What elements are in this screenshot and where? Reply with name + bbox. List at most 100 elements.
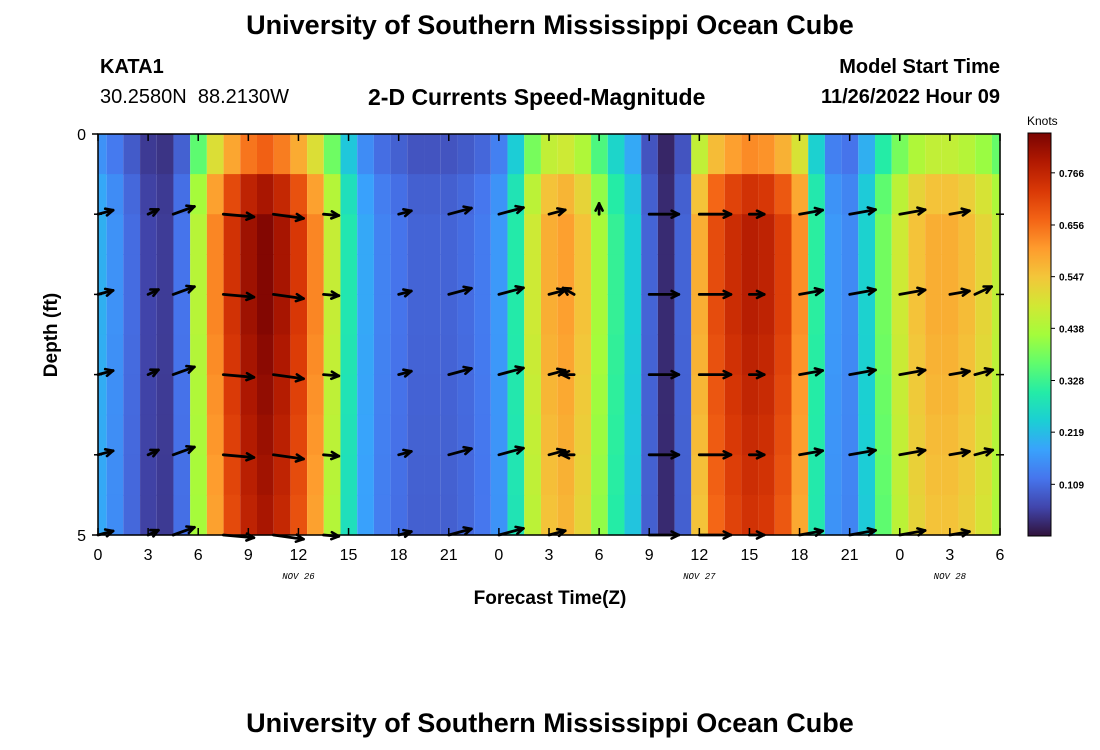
heatmap-cell xyxy=(290,494,308,536)
heatmap-cell xyxy=(457,374,475,416)
heatmap-cell xyxy=(941,294,959,336)
current-vector xyxy=(848,366,877,377)
heatmap-cell xyxy=(474,414,491,456)
heatmap-cell xyxy=(791,134,809,175)
heatmap-cell xyxy=(240,494,257,536)
current-vector xyxy=(748,450,766,460)
heatmap-cell xyxy=(290,174,308,215)
heatmap-cell xyxy=(624,414,642,456)
heatmap-cell xyxy=(407,494,425,536)
heatmap-cell xyxy=(524,414,541,456)
heatmap-cell xyxy=(774,454,792,496)
heatmap-cell xyxy=(457,414,475,456)
current-vector xyxy=(561,286,576,296)
heatmap-cell xyxy=(707,494,725,536)
heatmap-cell xyxy=(273,374,291,416)
heatmap-cell xyxy=(206,374,224,416)
heatmap-cell xyxy=(223,254,241,295)
heatmap-cell xyxy=(607,494,625,536)
heatmap-cell xyxy=(123,334,141,376)
heatmap-cell xyxy=(824,414,842,456)
heatmap-cell xyxy=(941,214,959,255)
heatmap-cell xyxy=(98,294,107,336)
heatmap-cell xyxy=(941,134,959,175)
heatmap-cell xyxy=(290,454,308,496)
x-tick-label: 15 xyxy=(741,547,759,564)
heatmap-cell xyxy=(707,134,725,175)
heatmap-cell xyxy=(875,494,892,536)
heatmap-cell xyxy=(607,454,625,496)
heatmap-cell xyxy=(206,494,224,536)
heatmap-cell xyxy=(424,134,441,175)
current-vector xyxy=(397,288,413,298)
heatmap-cell xyxy=(273,454,291,496)
heatmap-cell xyxy=(340,374,358,416)
heatmap-cell xyxy=(457,134,475,175)
heatmap-cell xyxy=(624,374,642,416)
current-vector xyxy=(447,445,473,457)
x-tick-label: 6 xyxy=(595,547,604,564)
current-vector xyxy=(271,533,305,543)
heatmap-cell xyxy=(474,494,491,536)
heatmap-cell xyxy=(156,294,174,336)
heatmap-cell xyxy=(724,134,742,175)
heatmap-cell xyxy=(591,334,608,376)
heatmap-cell xyxy=(858,414,876,456)
heatmap-cell xyxy=(123,254,141,295)
heatmap-cell xyxy=(457,494,475,536)
current-vector xyxy=(697,289,733,300)
heatmap-cell xyxy=(373,214,391,255)
current-vector xyxy=(647,209,681,219)
current-vector xyxy=(322,450,341,461)
current-vector xyxy=(146,288,160,298)
heatmap-cell xyxy=(424,214,441,255)
heatmap-cell xyxy=(591,254,608,295)
heatmap-cell xyxy=(941,374,959,416)
x-tick-label: 15 xyxy=(340,547,358,564)
heatmap-cell xyxy=(490,294,508,336)
heatmap-cell xyxy=(741,374,759,416)
heatmap-cell xyxy=(190,134,207,175)
heatmap-cell xyxy=(841,294,859,336)
heatmap-cell xyxy=(173,454,191,496)
heatmap-cell xyxy=(290,134,308,175)
heatmap-cell xyxy=(591,174,608,215)
heatmap-cell xyxy=(624,134,642,175)
heatmap-cell xyxy=(123,134,141,175)
heatmap-cell xyxy=(223,454,241,496)
heatmap-cell xyxy=(256,454,274,496)
heatmap-cell xyxy=(574,174,592,215)
heatmap-cell xyxy=(841,414,859,456)
current-vector xyxy=(594,201,604,216)
heatmap-cell xyxy=(941,454,959,496)
heatmap-cell xyxy=(357,374,374,416)
heatmap-cell xyxy=(824,334,842,376)
heatmap-cell xyxy=(657,494,675,536)
heatmap-cell xyxy=(741,414,759,456)
heatmap-cell xyxy=(808,374,825,416)
heatmap-cell xyxy=(190,294,207,336)
heatmap-cell xyxy=(407,374,425,416)
station-latitude: 30.2580N xyxy=(100,86,187,108)
heatmap-cell xyxy=(707,174,725,215)
heatmap-cell xyxy=(758,414,775,456)
heatmap-cell xyxy=(724,334,742,376)
heatmap-cell xyxy=(474,254,491,295)
heatmap-cell xyxy=(607,334,625,376)
heatmap-cell xyxy=(925,374,942,416)
colorbar-tick-label: 0.766 xyxy=(1059,169,1084,180)
heatmap-cell xyxy=(390,294,408,336)
heatmap-cell xyxy=(891,294,909,336)
heatmap-cell xyxy=(824,214,842,255)
heatmap-cell xyxy=(507,494,525,536)
heatmap-cell xyxy=(607,294,625,336)
heatmap-cell xyxy=(540,454,558,496)
x-tick-label: 6 xyxy=(996,547,1005,564)
heatmap-cell xyxy=(841,174,859,215)
current-vector xyxy=(397,208,413,218)
colorbar-unit: Knots xyxy=(1027,114,1058,128)
heatmap-cell xyxy=(156,454,174,496)
heatmap-cell xyxy=(991,174,1001,215)
heatmap-cell xyxy=(858,334,876,376)
heatmap-cell xyxy=(875,174,892,215)
